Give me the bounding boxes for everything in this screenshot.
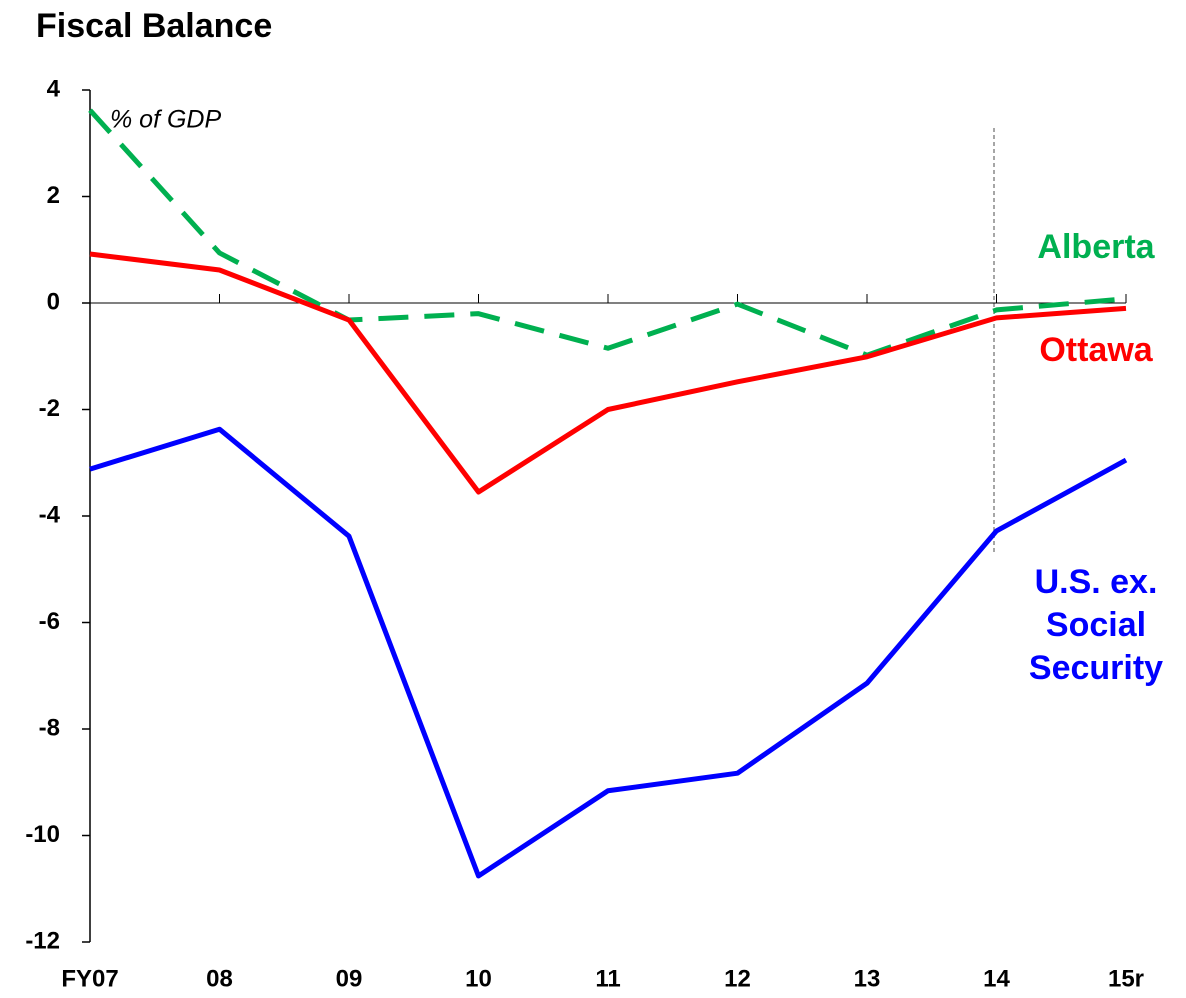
x-tick-label: 14 [983,965,1010,992]
x-tick-label: 11 [595,965,620,992]
series-label: Ottawa [1039,331,1153,369]
y-tick-label: -12 [25,927,60,954]
x-tick-label: 13 [854,965,881,992]
x-tick-label: 10 [465,965,492,992]
series-label: Alberta [1037,228,1155,266]
series-line [88,108,1127,358]
chart-title: Fiscal Balance [36,7,272,45]
x-tick-label: 15r [1108,965,1144,992]
y-tick-label: -10 [25,821,60,848]
y-tick-label: 2 [47,182,60,209]
x-tick-label: 12 [724,965,751,992]
y-tick-label: 0 [47,288,60,315]
x-tick-label: 08 [206,965,233,992]
y-tick-label: 4 [47,75,61,102]
y-tick-label: -8 [39,714,60,741]
annotation: % of GDP [110,106,221,134]
y-tick-label: -6 [39,608,60,635]
x-tick-label: FY07 [61,965,118,992]
y-tick-label: -4 [39,501,61,528]
series-line [89,426,1128,879]
x-tick-label: 09 [336,965,363,992]
series-line [89,251,1127,495]
series-label: U.S. ex. Social Security [1028,563,1164,687]
y-tick-label: -2 [39,395,60,422]
